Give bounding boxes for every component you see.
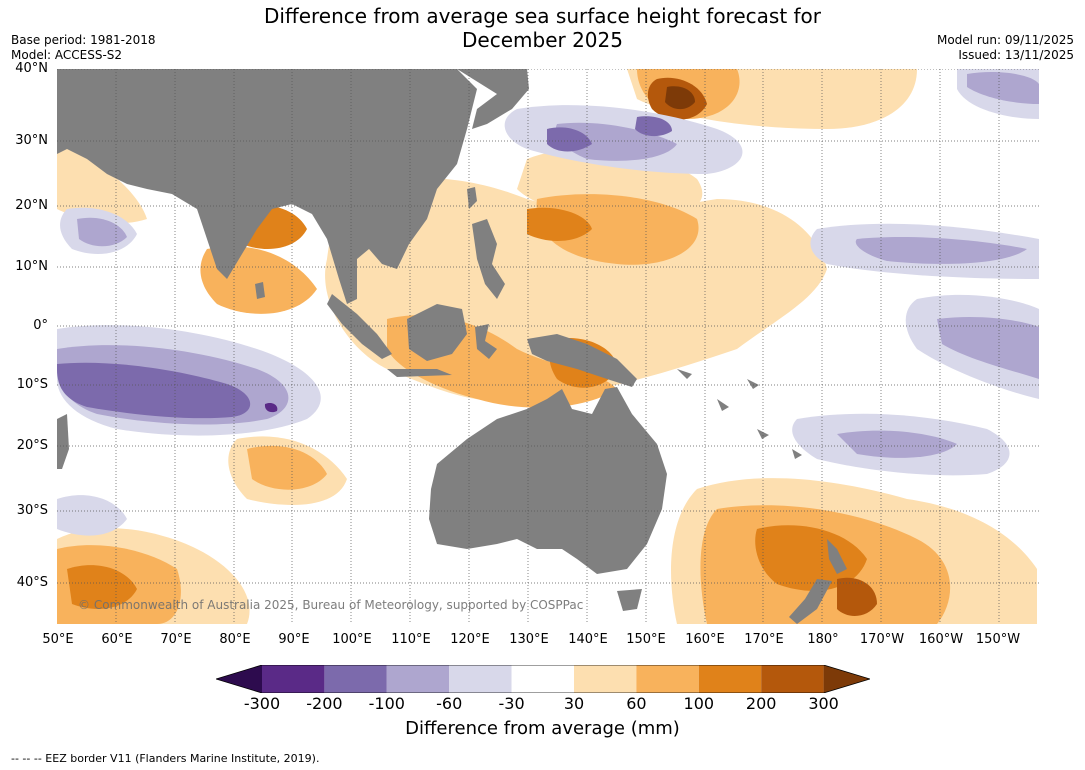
- colorbar-segment: [636, 665, 699, 693]
- land-new-zealand: [789, 539, 847, 624]
- anomaly-negative-strong: [635, 116, 672, 137]
- colorbar-tick: -60: [436, 694, 463, 713]
- land-sri-lanka: [255, 282, 265, 299]
- land-asia: [57, 69, 477, 304]
- lat-label: 10°S: [16, 377, 48, 392]
- land-sumatra: [327, 294, 392, 359]
- land-australia: [429, 387, 667, 574]
- land-java: [387, 369, 452, 377]
- anomaly-negative-medium: [855, 237, 1027, 264]
- land-japan: [457, 69, 529, 129]
- lon-label: 120°E: [450, 632, 490, 647]
- land-borneo: [407, 304, 467, 361]
- land-philippines: [472, 219, 505, 299]
- lon-label: 100°E: [332, 632, 372, 647]
- chart-title: Difference from average sea surface heig…: [0, 4, 1085, 52]
- lon-label: 50°E: [42, 632, 74, 647]
- lat-label: 40°N: [15, 61, 48, 76]
- colorbar-segment: [449, 665, 512, 693]
- lon-label: 150°E: [626, 632, 666, 647]
- lon-label: 140°E: [568, 632, 608, 647]
- colorbar-tick: 30: [563, 694, 585, 713]
- title-line-2: December 2025: [462, 28, 623, 52]
- colorbar-segment: [262, 665, 325, 693]
- lon-label: 80°E: [219, 632, 251, 647]
- lat-label: 0°: [33, 318, 48, 333]
- run-info: Model run: 09/11/2025 Issued: 13/11/2025: [937, 33, 1074, 63]
- land-taiwan: [467, 187, 477, 209]
- lon-label: 70°E: [160, 632, 192, 647]
- anomaly-positive-extreme: [837, 577, 877, 616]
- model-name: Model: ACCESS-S2: [11, 48, 123, 62]
- colorbar-tick: -200: [306, 694, 343, 713]
- sea-height-map: [57, 69, 1039, 624]
- lon-label: 180°: [807, 632, 839, 647]
- anomaly-positive-extreme: [665, 86, 695, 110]
- colorbar-tick: -300: [243, 694, 281, 713]
- lat-label: 30°S: [16, 503, 48, 518]
- map-svg: [57, 69, 1039, 624]
- anomaly-positive-broad: [57, 139, 147, 224]
- colorbar-tick: 200: [745, 694, 777, 713]
- lat-label: 20°N: [15, 198, 48, 213]
- land-tasmania: [617, 589, 642, 611]
- colorbar-segment: [386, 665, 450, 693]
- anomaly-negative-medium: [967, 72, 1039, 104]
- model-info: Base period: 1981-2018 Model: ACCESS-S2: [11, 33, 156, 63]
- model-run-date: Model run: 09/11/2025: [936, 33, 1074, 47]
- lat-label: 20°S: [16, 438, 48, 453]
- anomaly-negative-medium: [77, 217, 127, 247]
- anomaly-positive-strong: [527, 207, 592, 241]
- anomaly-negative-strong: [264, 402, 278, 413]
- lon-label: 150°W: [975, 632, 1021, 647]
- issued-date: Issued: 13/11/2025: [958, 48, 1074, 62]
- colorbar-tick: -30: [498, 694, 525, 713]
- colorbar-tick: 300: [808, 694, 839, 713]
- colorbar-arrow-low: [216, 665, 262, 693]
- anomaly-negative-strong: [57, 362, 251, 419]
- lon-label: 160°E: [685, 632, 725, 647]
- colorbar-arrow-high: [823, 665, 870, 693]
- eez-footnote: -- -- -- EEZ border V11 (Flanders Marine…: [11, 752, 320, 765]
- lon-label: 170°E: [744, 632, 784, 647]
- colorbar: [216, 665, 870, 693]
- anomaly-negative-medium: [555, 122, 677, 161]
- colorbar-tick: 60: [626, 694, 647, 713]
- colorbar-tick: -100: [368, 694, 405, 713]
- lat-label: 40°S: [16, 575, 48, 590]
- anomaly-negative-light: [57, 495, 127, 536]
- land-sulawesi: [475, 324, 497, 359]
- graticule: [57, 69, 1039, 624]
- anomaly-positive-strong: [67, 565, 137, 609]
- colorbar-segment: [511, 665, 574, 693]
- anomaly-negative-medium: [937, 316, 1039, 379]
- anomaly-negative-strong: [547, 127, 592, 152]
- land-new-guinea: [527, 334, 637, 387]
- lon-label: 60°E: [101, 632, 133, 647]
- base-period: Base period: 1981-2018: [11, 33, 156, 47]
- colorbar-segment: [761, 665, 824, 693]
- colorbar-tick: 100: [683, 694, 715, 713]
- lat-label: 10°N: [15, 259, 48, 274]
- colorbar-label: Difference from average (mm): [405, 718, 680, 739]
- land-madagascar: [57, 414, 69, 469]
- anomaly-positive-strong: [755, 525, 867, 591]
- land-masses: [57, 69, 847, 624]
- title-line-1: Difference from average sea surface heig…: [263, 4, 822, 28]
- anomaly-positive-medium: [247, 445, 327, 490]
- anomaly-positive-medium: [536, 194, 699, 265]
- colorbar-segment: [698, 665, 762, 693]
- anomaly-negative-medium: [837, 430, 957, 458]
- colorbar-segment: [574, 665, 637, 693]
- colorbar-segment: [324, 665, 387, 693]
- lon-label: 130°E: [509, 632, 549, 647]
- copyright-notice: © Commonwealth of Australia 2025, Bureau…: [78, 598, 584, 612]
- lon-label: 160°W: [918, 632, 964, 647]
- lon-label: 110°E: [391, 632, 431, 647]
- lon-label: 170°W: [859, 632, 905, 647]
- lon-label: 90°E: [278, 632, 310, 647]
- lat-label: 30°N: [15, 133, 48, 148]
